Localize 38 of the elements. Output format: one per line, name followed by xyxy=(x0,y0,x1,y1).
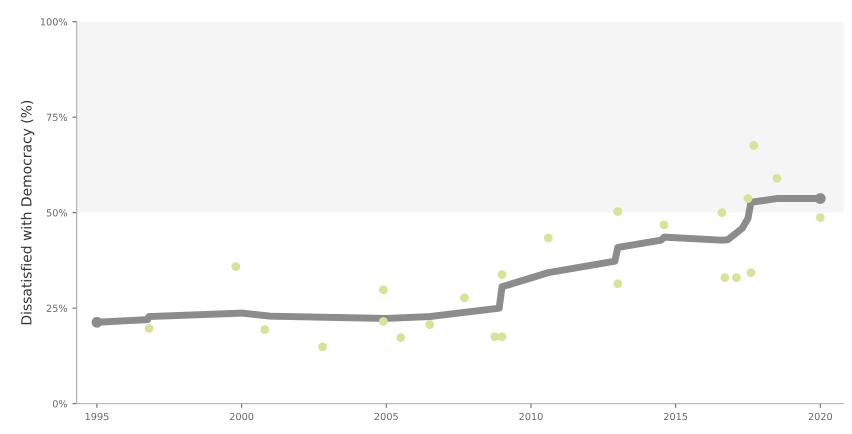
x-tick-label: 2010 xyxy=(519,412,543,420)
point xyxy=(660,220,668,230)
point xyxy=(490,332,500,342)
y-tick-label: 25% xyxy=(46,304,68,312)
point xyxy=(396,333,406,342)
point xyxy=(379,285,388,294)
point xyxy=(260,325,270,334)
point xyxy=(460,293,469,302)
point xyxy=(498,270,506,279)
point xyxy=(231,262,240,271)
point xyxy=(746,268,756,278)
y-axis-title: Dissatisfied with Democracy (%) xyxy=(20,100,34,324)
y-tick-label: 100% xyxy=(40,18,68,26)
point xyxy=(144,324,154,333)
point xyxy=(544,233,553,242)
point xyxy=(744,194,752,203)
point xyxy=(318,342,328,352)
y-tick-label: 0% xyxy=(52,400,68,408)
point xyxy=(814,193,826,204)
point xyxy=(772,174,782,183)
point xyxy=(613,207,622,216)
point xyxy=(379,317,388,326)
point xyxy=(92,316,102,328)
x-tick-label: 2005 xyxy=(374,412,398,420)
point xyxy=(720,273,730,282)
x-tick-label: 1995 xyxy=(86,412,108,420)
point xyxy=(749,141,758,150)
point xyxy=(425,320,434,329)
point xyxy=(732,273,741,282)
x-tick-label: 2020 xyxy=(808,412,832,420)
y-tick-label: 75% xyxy=(46,114,68,122)
point xyxy=(718,208,726,218)
point xyxy=(498,332,506,342)
y-tick-label: 50% xyxy=(46,209,68,216)
point xyxy=(816,213,825,222)
x-tick-label: 2000 xyxy=(230,412,254,420)
point xyxy=(613,279,622,288)
x-tick-label: 2015 xyxy=(664,412,688,420)
